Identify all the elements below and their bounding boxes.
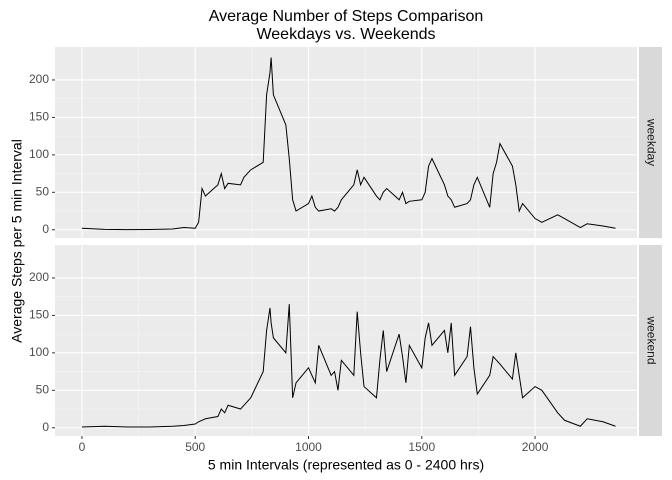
y-tick-label: 50 [36,382,50,396]
y-tick-label: 100 [29,147,49,161]
x-tick-label: 0 [79,440,86,454]
data-line [81,57,616,231]
data-line [81,304,616,428]
facet-strip [639,245,662,436]
x-tick-label: 2000 [522,440,549,454]
y-tick-label: 0 [42,222,49,236]
x-tick-label: 1500 [408,440,435,454]
y-axis-label: Average Steps per 5 min Interval [9,139,25,343]
facet-label: weekday [644,118,658,166]
y-tick-label: 50 [36,184,50,198]
x-tick-label: 1000 [295,440,322,454]
y-tick-label: 200 [29,72,49,86]
y-tick-label: 150 [29,110,49,124]
facet-strip [639,47,662,238]
panel-background [55,47,637,238]
y-tick-label: 200 [29,270,49,284]
y-tick-label: 0 [42,420,49,434]
panel-background [55,245,637,436]
y-tick-label: 100 [29,345,49,359]
x-tick-label: 500 [185,440,205,454]
x-axis-label: 5 min Intervals (represented as 0 - 2400… [208,457,484,473]
y-tick-label: 150 [29,308,49,322]
chart-subtitle: Weekdays vs. Weekends [256,26,435,43]
facet-label: weekend [644,315,658,364]
chart-title: Average Number of Steps Comparison [209,8,484,25]
